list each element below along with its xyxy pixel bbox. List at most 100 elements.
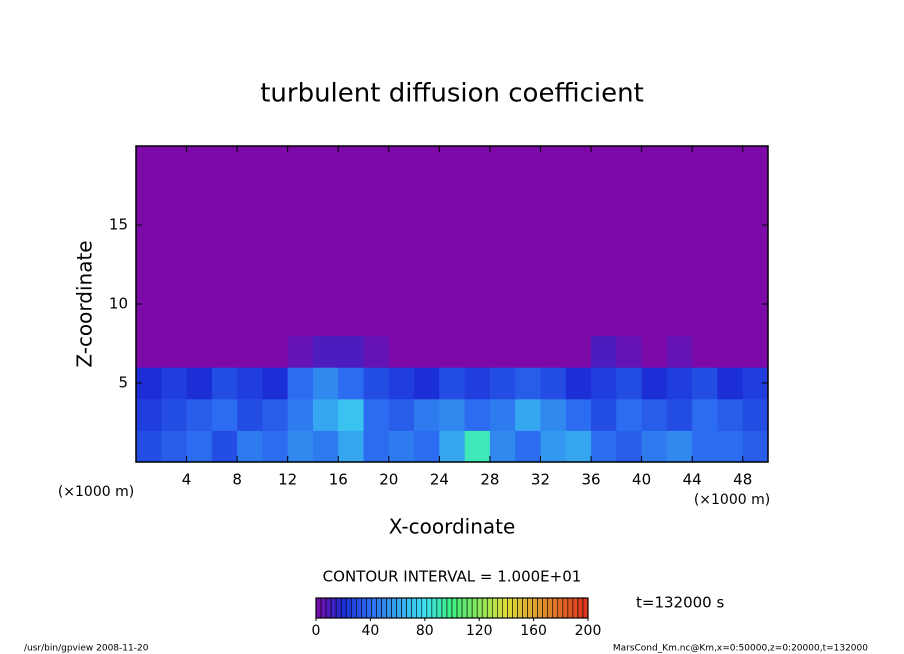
heat-cell (211, 430, 238, 463)
heat-cell (692, 398, 718, 431)
heat-cell (439, 335, 466, 368)
colorbar-tick-label: 160 (520, 623, 547, 639)
heat-cell (565, 430, 592, 463)
heat-cell (363, 146, 390, 179)
colorbar-swatch (376, 597, 382, 619)
heat-cell (237, 272, 263, 305)
heat-cell (641, 398, 668, 431)
heat-cell (565, 240, 592, 273)
heat-cell (287, 335, 314, 368)
heat-cell (717, 209, 744, 242)
heat-cell (489, 272, 516, 305)
x-tick-label: 32 (531, 471, 550, 489)
heat-cell (237, 240, 263, 273)
heat-cell (338, 209, 365, 242)
colorbar-swatch (456, 597, 463, 619)
heat-cell (692, 146, 718, 179)
heat-cell (161, 177, 188, 210)
colorbar-swatch (355, 597, 362, 619)
heat-cell (363, 398, 390, 431)
heat-cell (616, 304, 643, 337)
heat-cell (591, 272, 617, 305)
heat-cell (489, 304, 516, 337)
x-tick-label: 24 (430, 471, 449, 489)
heat-cell (641, 335, 668, 368)
x-tick-label: 16 (329, 471, 348, 489)
heat-cell (211, 209, 238, 242)
y-unit: (×1000 m) (58, 484, 134, 500)
colorbar-swatch (497, 597, 503, 619)
heat-cell (136, 177, 162, 210)
heat-cell (666, 367, 693, 400)
colorbar-swatch (537, 597, 543, 619)
heat-cell (717, 430, 744, 463)
heat-cell (464, 304, 491, 337)
colorbar-swatch (381, 597, 387, 619)
colorbar-swatch (552, 597, 559, 619)
heat-cell (489, 146, 516, 179)
colorbar-swatch (527, 597, 533, 619)
heat-cell (616, 430, 643, 463)
heat-cell (515, 272, 541, 305)
heat-cell (363, 209, 390, 242)
heat-cell (540, 398, 567, 431)
heat-cell (287, 240, 314, 273)
heat-cell (641, 240, 668, 273)
heat-cell (312, 304, 339, 337)
heat-cell (186, 304, 213, 337)
heat-cell (414, 209, 440, 242)
heat-cell (338, 304, 365, 337)
heat-cell (717, 177, 744, 210)
heat-cell (136, 240, 162, 273)
heat-cell (312, 146, 339, 179)
heat-cell (237, 398, 263, 431)
colorbar-tick-label: 80 (416, 623, 434, 639)
heat-cell (211, 272, 238, 305)
heat-cell (338, 146, 365, 179)
heat-cell (388, 367, 415, 400)
heat-cell (287, 177, 314, 210)
heat-cell (742, 272, 769, 305)
heat-cell (641, 146, 668, 179)
chart-title: turbulent diffusion coefficient (260, 79, 644, 109)
colorbar-swatch (391, 597, 397, 619)
heat-cell (591, 209, 617, 242)
heat-cell (515, 304, 541, 337)
heat-cell (717, 272, 744, 305)
colorbar-swatch (582, 597, 589, 619)
heat-cell (692, 240, 718, 273)
heat-cell (388, 146, 415, 179)
heat-cell (591, 398, 617, 431)
contour-interval: CONTOUR INTERVAL = 1.000E+01 (323, 568, 582, 586)
colorbar-tick-label: 40 (361, 623, 379, 639)
heat-cell (312, 367, 339, 400)
colorbar-swatch (401, 597, 407, 619)
heat-cell (666, 430, 693, 463)
x-axis-label: X-coordinate (389, 515, 516, 539)
heat-cell (616, 146, 643, 179)
heat-cell (136, 430, 162, 463)
colorbar-swatch (522, 597, 528, 619)
heat-cell (591, 335, 617, 368)
colorbar-swatch (466, 597, 473, 619)
colorbar-swatch (386, 597, 392, 619)
heat-cell (186, 146, 213, 179)
heat-cell (287, 304, 314, 337)
heat-cell (287, 398, 314, 431)
heat-cell (464, 430, 491, 463)
x-unit: (×1000 m) (694, 492, 770, 508)
colorbar-swatch (345, 597, 352, 619)
heat-cell (489, 209, 516, 242)
heat-cell (414, 240, 440, 273)
heat-cell (186, 177, 213, 210)
colorbar-swatch (512, 597, 518, 619)
colorbar-swatch (361, 597, 367, 619)
colorbar-swatch (481, 597, 488, 619)
heat-cell (717, 398, 744, 431)
colorbar-swatch (441, 597, 448, 619)
heat-cell (161, 146, 188, 179)
colorbar-swatch (330, 597, 337, 619)
heat-cell (515, 240, 541, 273)
colorbar-swatch (320, 597, 327, 619)
